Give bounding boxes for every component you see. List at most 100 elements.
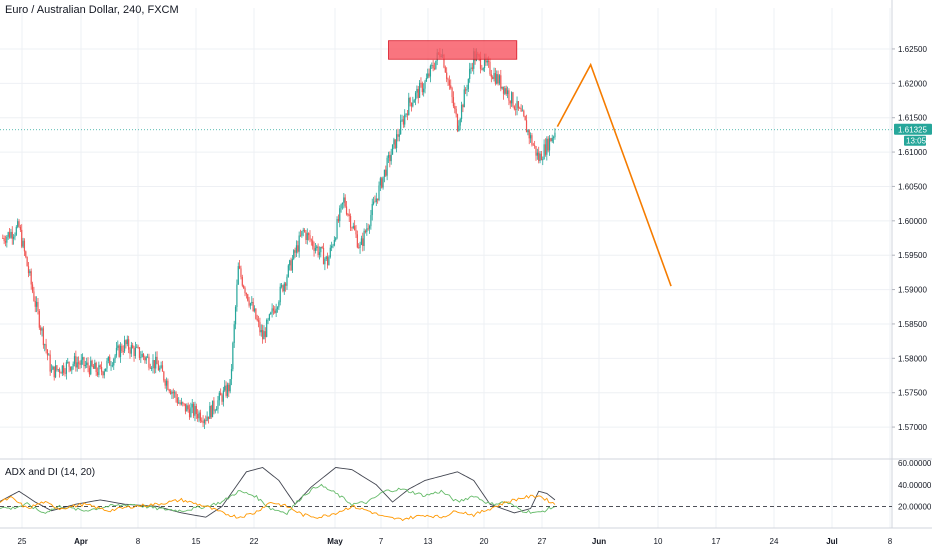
candle-body <box>65 362 67 374</box>
candle <box>326 252 329 269</box>
candle-body <box>444 67 446 73</box>
candle-body <box>389 155 391 162</box>
candle-body <box>203 419 206 424</box>
candle-body <box>165 380 168 386</box>
candle-body <box>285 283 287 286</box>
candle <box>377 198 379 204</box>
candle-body <box>253 308 256 311</box>
candle <box>184 403 187 415</box>
candle-body <box>37 301 39 312</box>
candle <box>142 353 145 361</box>
candle-body <box>114 355 116 360</box>
candle-body <box>425 78 427 82</box>
candle-body <box>405 113 407 115</box>
candle <box>425 73 427 83</box>
candle-body <box>463 89 465 108</box>
x-tick-label: Apr <box>74 537 88 546</box>
candle-body <box>230 369 233 380</box>
candle <box>11 226 13 245</box>
candle-body <box>164 380 166 386</box>
candle <box>467 78 469 93</box>
candle <box>299 229 302 237</box>
candle-body <box>275 308 277 313</box>
candle <box>309 230 311 243</box>
candle-body <box>538 152 540 162</box>
candle <box>448 75 450 90</box>
candle-body <box>394 139 396 149</box>
candle-body <box>379 178 381 186</box>
candle <box>106 357 108 372</box>
candle-body <box>486 60 488 63</box>
candle <box>64 368 66 377</box>
candle-body <box>194 406 196 416</box>
candle-body <box>548 138 551 151</box>
candle-body <box>382 176 384 188</box>
candle-body <box>378 185 380 201</box>
candle <box>536 148 538 160</box>
candle <box>161 360 164 372</box>
candle-body <box>312 240 314 247</box>
candle-body <box>213 400 215 411</box>
candle-body <box>140 357 142 358</box>
candle <box>41 326 43 337</box>
candle-body <box>410 102 413 107</box>
candle <box>355 224 357 239</box>
candle-body <box>391 144 394 155</box>
candle-body <box>99 365 101 368</box>
candle-body <box>493 73 495 79</box>
candle <box>435 60 437 70</box>
candle <box>84 360 86 369</box>
candle-body <box>459 119 461 126</box>
candle-body <box>502 86 505 94</box>
candle <box>110 360 112 371</box>
candle <box>160 361 162 369</box>
candle <box>91 359 93 368</box>
candle <box>234 305 237 330</box>
candle-body <box>347 214 349 216</box>
candle-body <box>266 320 268 337</box>
candle-body <box>125 340 127 345</box>
candle-body <box>90 360 92 375</box>
candle <box>225 381 227 398</box>
candle <box>8 228 11 239</box>
candle-body <box>63 365 65 373</box>
candle <box>206 411 208 422</box>
candle-body <box>396 134 398 149</box>
candle-body <box>186 405 188 412</box>
candle <box>297 240 299 254</box>
candle <box>412 96 414 108</box>
candle-body <box>225 385 227 396</box>
candle <box>218 390 220 406</box>
candle <box>370 209 372 230</box>
candle-body <box>289 260 291 266</box>
candle <box>50 364 53 373</box>
candle <box>385 165 387 178</box>
candle <box>313 241 315 257</box>
candle <box>275 303 277 318</box>
candle <box>83 356 85 373</box>
candle-body <box>151 367 153 369</box>
candle-body <box>483 57 486 69</box>
candle-body <box>105 368 107 372</box>
candle-body <box>129 349 131 354</box>
candle <box>26 256 28 267</box>
candle <box>179 399 181 406</box>
candles <box>2 47 556 429</box>
candle <box>466 84 468 97</box>
candle <box>502 86 505 100</box>
candle <box>494 67 496 86</box>
candle-body <box>251 301 253 304</box>
candle <box>249 302 252 310</box>
x-tick-label: 7 <box>379 537 384 546</box>
candle <box>237 262 239 285</box>
candle <box>4 235 7 247</box>
candle <box>73 352 76 367</box>
candle <box>57 368 59 373</box>
candle <box>547 136 549 153</box>
candle-body <box>18 221 20 227</box>
candle-body <box>352 225 354 229</box>
candle-body <box>344 197 346 207</box>
candle-body <box>303 229 306 232</box>
x-tick-label: 15 <box>192 537 201 546</box>
